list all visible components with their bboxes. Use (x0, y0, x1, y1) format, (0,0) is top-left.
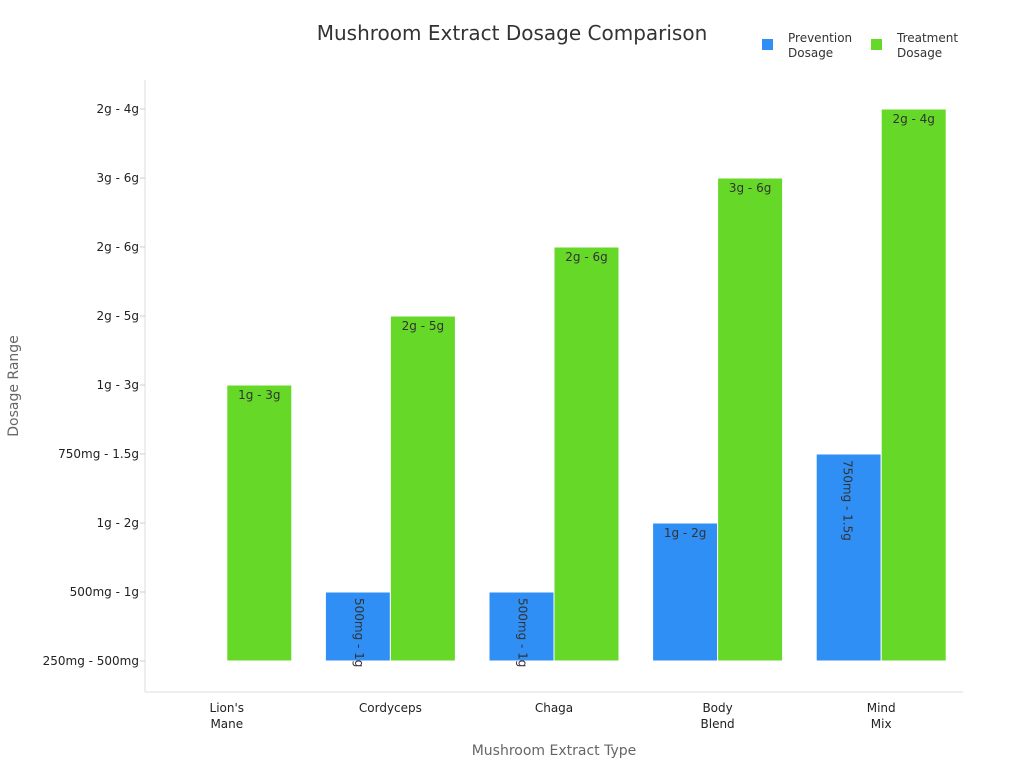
x-tick-label: Cordyceps (359, 701, 422, 715)
y-tick-label: 2g - 4g (97, 102, 139, 116)
bar-value-label: 3g - 6g (729, 181, 771, 195)
legend-swatch (762, 39, 773, 50)
bar-value-label: 2g - 6g (565, 250, 607, 264)
treatment-bar (553, 246, 620, 662)
bar-value-label: 750mg - 1.5g (841, 460, 855, 541)
treatment-bar (226, 384, 293, 662)
y-tick-label: 1g - 3g (97, 378, 139, 392)
y-tick-label: 250mg - 500mg (43, 654, 139, 668)
legend-label: Prevention Dosage (788, 31, 852, 60)
treatment-bar (880, 108, 947, 662)
y-tick-label: 500mg - 1g (70, 585, 139, 599)
x-tick-label: Lion's Mane (210, 701, 245, 731)
x-tick-label: Chaga (535, 701, 573, 715)
bar-value-label: 500mg - 1g (352, 598, 366, 667)
x-axis-ticks: Lion's Mane Cordyceps Chaga Body Blend Mind Mix (210, 701, 896, 731)
prevention-bar (652, 522, 719, 662)
legend: Prevention Dosage Treatment Dosage (762, 31, 958, 60)
y-tick-label: 2g - 5g (97, 309, 139, 323)
legend-swatch (871, 39, 882, 50)
y-tick-label: 3g - 6g (97, 171, 139, 185)
chart-title: Mushroom Extract Dosage Comparison (317, 21, 708, 45)
prevention-bar (324, 591, 391, 662)
y-axis-label: Dosage Range (6, 335, 22, 437)
y-tick-label: 2g - 6g (97, 240, 139, 254)
bar-value-label: 1g - 2g (664, 526, 706, 540)
bar-value-label: 2g - 5g (402, 319, 444, 333)
y-tick-label: 1g - 2g (97, 516, 139, 530)
bar-value-label: 2g - 4g (892, 112, 934, 126)
prevention-bar (488, 591, 555, 662)
treatment-bar (717, 177, 784, 662)
prevention-bar (815, 453, 882, 662)
bars: 1g - 3g 500mg - 1g 2g - 5g 500mg - 1g 2g - 6… (226, 108, 947, 667)
x-axis-label: Mushroom Extract Type (472, 743, 637, 759)
x-tick-label: Mind Mix (867, 701, 896, 731)
x-tick-label: Body Blend (701, 701, 735, 731)
treatment-bar (389, 315, 456, 662)
legend-label: Treatment Dosage (896, 31, 958, 60)
bar-value-label: 500mg - 1g (516, 598, 530, 667)
y-tick-label: 750mg - 1.5g (58, 447, 139, 461)
y-axis-ticks: 250mg - 500mg 500mg - 1g 1g - 2g 750mg - 1.… (43, 102, 145, 668)
bar-value-label: 1g - 3g (238, 388, 280, 402)
